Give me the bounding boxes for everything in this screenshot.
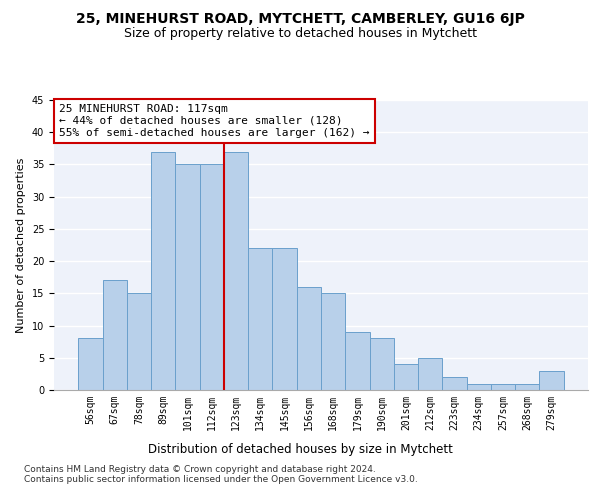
Bar: [345, 332, 370, 390]
Text: 25 MINEHURST ROAD: 117sqm
← 44% of detached houses are smaller (128)
55% of semi: 25 MINEHURST ROAD: 117sqm ← 44% of detac…: [59, 104, 370, 138]
Text: Size of property relative to detached houses in Mytchett: Size of property relative to detached ho…: [124, 28, 476, 40]
Bar: [200, 164, 224, 390]
Bar: [394, 364, 418, 390]
Bar: [272, 248, 297, 390]
Text: Contains HM Land Registry data © Crown copyright and database right 2024.
Contai: Contains HM Land Registry data © Crown c…: [24, 465, 418, 484]
Bar: [224, 152, 248, 390]
Bar: [467, 384, 491, 390]
Bar: [175, 164, 200, 390]
Bar: [515, 384, 539, 390]
Bar: [539, 370, 564, 390]
Bar: [297, 287, 321, 390]
Bar: [321, 294, 345, 390]
Bar: [442, 377, 467, 390]
Bar: [418, 358, 442, 390]
Bar: [78, 338, 103, 390]
Bar: [370, 338, 394, 390]
Y-axis label: Number of detached properties: Number of detached properties: [16, 158, 26, 332]
Bar: [103, 280, 127, 390]
Text: 25, MINEHURST ROAD, MYTCHETT, CAMBERLEY, GU16 6JP: 25, MINEHURST ROAD, MYTCHETT, CAMBERLEY,…: [76, 12, 524, 26]
Bar: [127, 294, 151, 390]
Text: Distribution of detached houses by size in Mytchett: Distribution of detached houses by size …: [148, 442, 452, 456]
Bar: [248, 248, 272, 390]
Bar: [491, 384, 515, 390]
Bar: [151, 152, 175, 390]
